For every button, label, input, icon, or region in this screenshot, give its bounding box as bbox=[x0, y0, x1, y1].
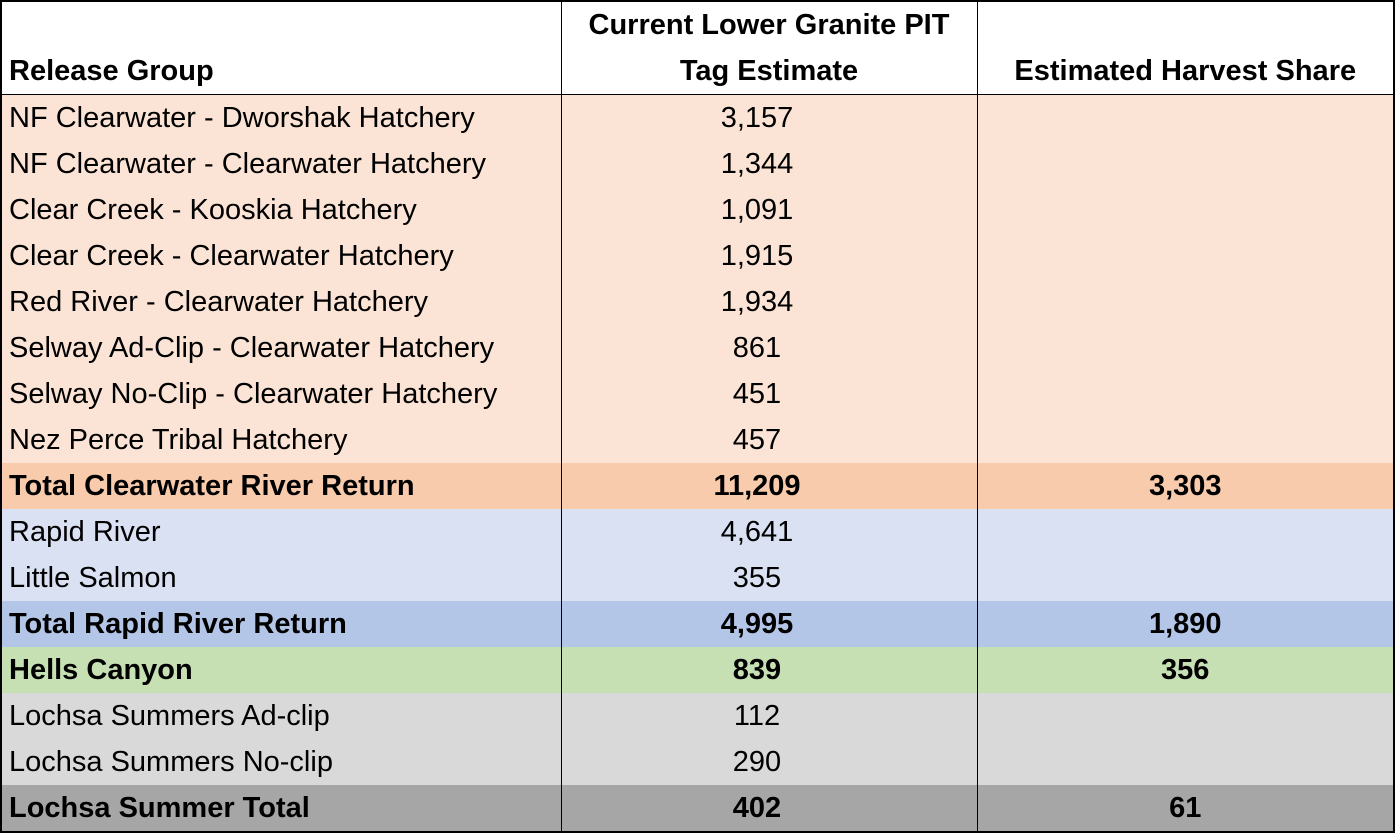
pit-estimate-cell: 355 bbox=[560, 555, 978, 601]
header-pit-estimate: Current Lower Granite PIT Tag Estimate bbox=[560, 1, 978, 95]
harvest-share-cell bbox=[976, 279, 1395, 325]
harvest-share-cell bbox=[976, 555, 1395, 601]
harvest-share-cell bbox=[976, 94, 1395, 141]
release-group-cell: Nez Perce Tribal Hatchery bbox=[0, 417, 562, 463]
pit-estimate-cell: 1,934 bbox=[560, 279, 978, 325]
pit-estimate-cell: 3,157 bbox=[560, 94, 978, 141]
table-row: Little Salmon 355 bbox=[0, 555, 1395, 601]
harvest-share-cell bbox=[976, 693, 1395, 739]
release-group-cell: Selway No-Clip - Clearwater Hatchery bbox=[0, 371, 562, 417]
harvest-share-cell bbox=[976, 371, 1395, 417]
harvest-share-cell bbox=[976, 417, 1395, 463]
table-row: Nez Perce Tribal Hatchery 457 bbox=[0, 417, 1395, 463]
release-group-cell: Little Salmon bbox=[0, 555, 562, 601]
release-group-cell: Total Rapid River Return bbox=[0, 601, 562, 647]
table-row: Rapid River 4,641 bbox=[0, 509, 1395, 555]
table-row: Total Rapid River Return 4,995 1,890 bbox=[0, 601, 1395, 647]
release-group-cell: Selway Ad-Clip - Clearwater Hatchery bbox=[0, 325, 562, 371]
header-release-group: Release Group bbox=[0, 1, 562, 95]
harvest-share-cell: 61 bbox=[976, 785, 1395, 832]
harvest-share-cell bbox=[976, 233, 1395, 279]
pit-estimate-cell: 457 bbox=[560, 417, 978, 463]
pit-estimate-cell: 402 bbox=[560, 785, 978, 832]
harvest-share-cell: 356 bbox=[976, 647, 1395, 693]
table-row: Total Clearwater River Return 11,209 3,303 bbox=[0, 463, 1395, 509]
pit-estimate-cell: 11,209 bbox=[560, 463, 978, 509]
table-row: Clear Creek - Kooskia Hatchery 1,091 bbox=[0, 187, 1395, 233]
pit-estimate-cell: 861 bbox=[560, 325, 978, 371]
release-group-cell: Lochsa Summers Ad-clip bbox=[0, 693, 562, 739]
harvest-share-cell bbox=[976, 739, 1395, 785]
pit-estimate-cell: 112 bbox=[560, 693, 978, 739]
table-row: Selway Ad-Clip - Clearwater Hatchery 861 bbox=[0, 325, 1395, 371]
release-group-cell: Lochsa Summers No-clip bbox=[0, 739, 562, 785]
harvest-share-cell bbox=[976, 187, 1395, 233]
table-row: Selway No-Clip - Clearwater Hatchery 451 bbox=[0, 371, 1395, 417]
table-row: Lochsa Summers Ad-clip 112 bbox=[0, 693, 1395, 739]
table-row: Hells Canyon 839 356 bbox=[0, 647, 1395, 693]
pit-estimate-cell: 451 bbox=[560, 371, 978, 417]
release-group-cell: NF Clearwater - Dworshak Hatchery bbox=[0, 94, 562, 141]
header-harvest-share: Estimated Harvest Share bbox=[976, 1, 1395, 95]
harvest-share-cell bbox=[976, 325, 1395, 371]
release-group-cell: Lochsa Summer Total bbox=[0, 785, 562, 832]
harvest-share-cell bbox=[976, 509, 1395, 555]
header-pit-line2: Tag Estimate bbox=[679, 55, 859, 87]
release-group-cell: Hells Canyon bbox=[0, 647, 562, 693]
pit-estimate-cell: 839 bbox=[560, 647, 978, 693]
table-row: Red River - Clearwater Hatchery 1,934 bbox=[0, 279, 1395, 325]
release-group-cell: Clear Creek - Clearwater Hatchery bbox=[0, 233, 562, 279]
table-row: NF Clearwater - Clearwater Hatchery 1,344 bbox=[0, 141, 1395, 187]
release-group-cell: NF Clearwater - Clearwater Hatchery bbox=[0, 141, 562, 187]
pit-estimate-cell: 4,641 bbox=[560, 509, 978, 555]
release-group-cell: Red River - Clearwater Hatchery bbox=[0, 279, 562, 325]
table-row: Lochsa Summer Total 402 61 bbox=[0, 785, 1395, 832]
pit-estimate-cell: 290 bbox=[560, 739, 978, 785]
pit-estimate-cell: 4,995 bbox=[560, 601, 978, 647]
pit-estimate-cell: 1,091 bbox=[560, 187, 978, 233]
pit-estimate-cell: 1,915 bbox=[560, 233, 978, 279]
release-group-cell: Rapid River bbox=[0, 509, 562, 555]
harvest-share-cell: 1,890 bbox=[976, 601, 1395, 647]
table-row: Clear Creek - Clearwater Hatchery 1,915 bbox=[0, 233, 1395, 279]
table-body: NF Clearwater - Dworshak Hatchery 3,157 NF… bbox=[0, 94, 1395, 832]
harvest-share-cell bbox=[976, 141, 1395, 187]
release-group-cell: Clear Creek - Kooskia Hatchery bbox=[0, 187, 562, 233]
release-group-cell: Total Clearwater River Return bbox=[0, 463, 562, 509]
header-pit-line1: Current Lower Granite PIT bbox=[588, 9, 950, 41]
table-row: Lochsa Summers No-clip 290 bbox=[0, 739, 1395, 785]
pit-estimate-cell: 1,344 bbox=[560, 141, 978, 187]
table-row: NF Clearwater - Dworshak Hatchery 3,157 bbox=[0, 94, 1395, 141]
header-row: Release Group Current Lower Granite PIT … bbox=[0, 1, 1395, 95]
harvest-share-cell: 3,303 bbox=[976, 463, 1395, 509]
